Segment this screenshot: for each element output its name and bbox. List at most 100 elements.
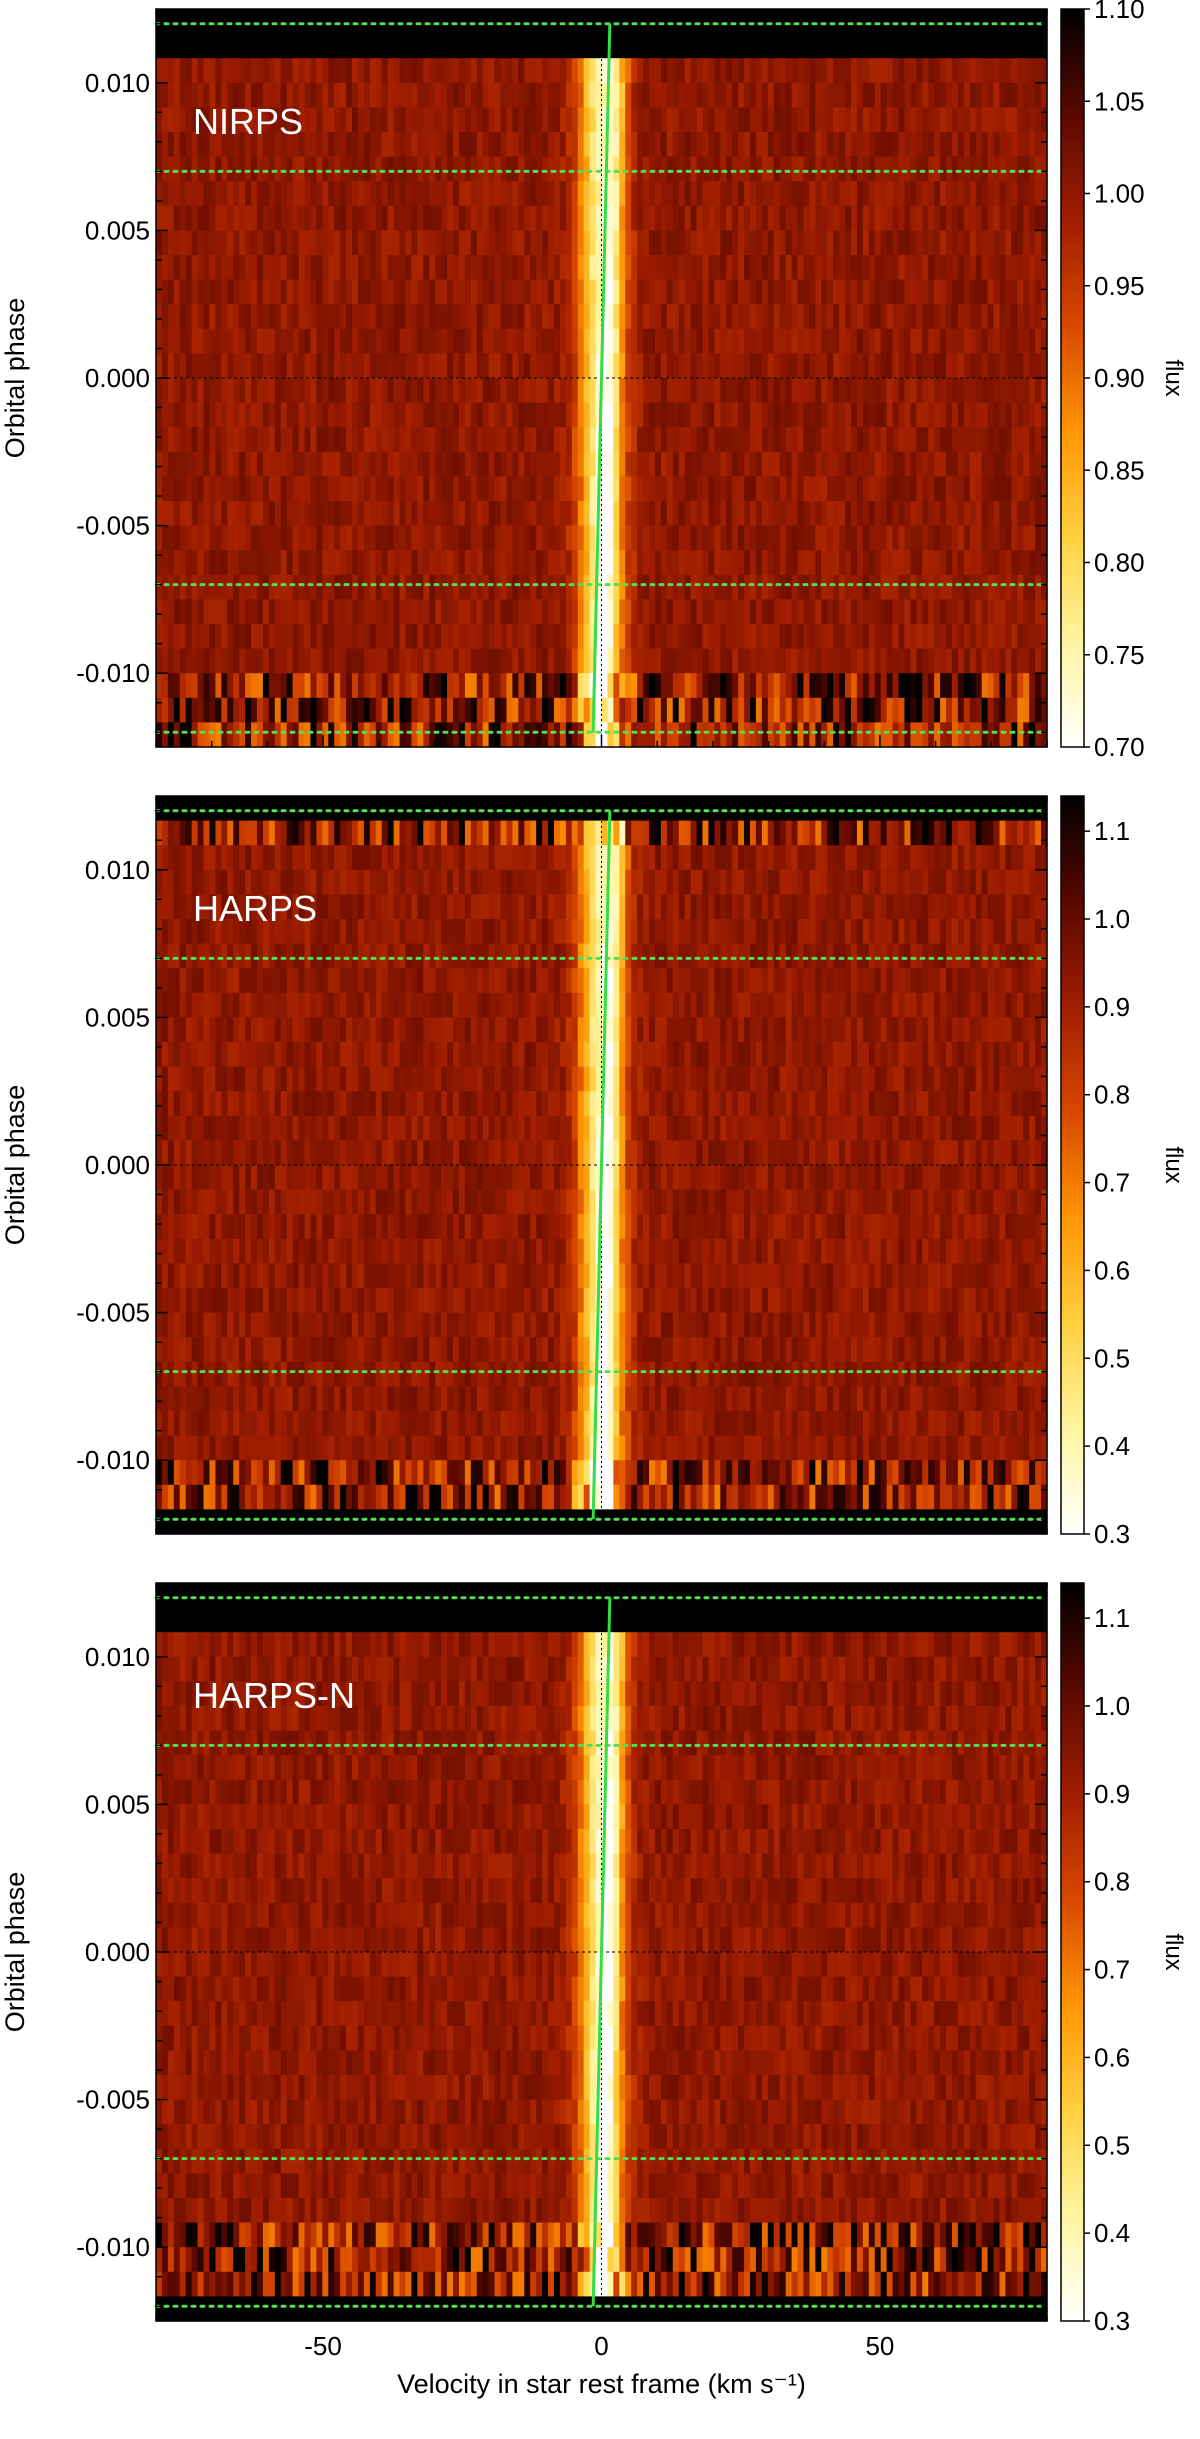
heatmap-cell	[619, 279, 626, 305]
heatmap-cell	[494, 525, 502, 551]
heatmap-cell	[821, 673, 828, 699]
heatmap-cell	[744, 33, 751, 59]
heatmap-cell	[268, 353, 276, 379]
heatmap-cell	[553, 427, 561, 453]
heatmap-cell	[405, 230, 413, 256]
heatmap-cell	[464, 58, 472, 84]
heatmap-cell	[423, 304, 430, 330]
heatmap-cell	[583, 82, 591, 108]
heatmap-cell	[720, 279, 727, 305]
heatmap-cell	[845, 328, 852, 354]
heatmap-cell	[411, 722, 418, 748]
colorbar-segment	[1061, 359, 1084, 367]
colorbar-segment	[1061, 697, 1084, 705]
heatmap-cell	[999, 796, 1007, 822]
heatmap-cell	[666, 550, 674, 576]
heatmap-cell	[512, 255, 519, 281]
heatmap-cell	[1011, 230, 1018, 256]
heatmap-cell	[637, 378, 644, 404]
heatmap-cell	[589, 255, 597, 281]
heatmap-cell	[951, 205, 959, 231]
heatmap-cell	[981, 550, 989, 576]
heatmap-cell	[423, 820, 430, 846]
heatmap-cell	[209, 574, 216, 600]
heatmap-cell	[256, 82, 264, 108]
heatmap-cell	[886, 624, 894, 650]
heatmap-cell	[660, 796, 668, 822]
heatmap-cell	[363, 33, 371, 59]
heatmap-cell	[500, 132, 508, 158]
heatmap-cell	[761, 58, 769, 84]
heatmap-cell	[500, 525, 508, 551]
heatmap-cell	[969, 82, 977, 108]
heatmap-cell	[999, 501, 1007, 527]
heatmap-cell	[975, 9, 983, 35]
heatmap-cell	[975, 378, 983, 404]
heatmap-cell	[928, 501, 935, 527]
heatmap-cell	[755, 33, 763, 59]
heatmap-cell	[280, 722, 288, 748]
heatmap-cell	[589, 525, 597, 551]
heatmap-cell	[744, 673, 751, 699]
heatmap-cell	[262, 673, 270, 699]
heatmap-cell	[251, 328, 258, 354]
heatmap-cell	[482, 230, 490, 256]
heatmap-cell	[779, 796, 787, 822]
heatmap-cell	[862, 304, 870, 330]
heatmap-cell	[934, 427, 941, 453]
heatmap-cell	[161, 58, 169, 84]
heatmap-cell	[363, 525, 371, 551]
heatmap-cell	[726, 304, 733, 330]
heatmap-cell	[239, 673, 246, 699]
heatmap-cell	[999, 722, 1007, 748]
heatmap-cell	[298, 181, 306, 207]
heatmap-cell	[215, 328, 222, 354]
heatmap-cell	[856, 107, 864, 133]
heatmap-cell	[946, 402, 953, 428]
heatmap-cell	[1017, 156, 1024, 182]
heatmap-cell	[233, 156, 240, 182]
heatmap-cell	[156, 205, 163, 231]
heatmap-cell	[268, 107, 276, 133]
heatmap-cell	[791, 205, 799, 231]
heatmap-cell	[845, 673, 852, 699]
heatmap-cell	[940, 33, 947, 59]
heatmap-cell	[946, 427, 953, 453]
heatmap-cell	[429, 476, 436, 502]
heatmap-cell	[583, 9, 591, 35]
heatmap-cell	[197, 722, 205, 748]
colorbar-segment	[1061, 457, 1084, 465]
heatmap-cell	[156, 353, 163, 379]
heatmap-cell	[874, 205, 882, 231]
heatmap-cell	[886, 525, 894, 551]
heatmap-cell	[1023, 181, 1030, 207]
heatmap-cell	[251, 648, 258, 674]
heatmap-cell	[1011, 156, 1018, 182]
heatmap-cell	[625, 697, 632, 723]
heatmap-cell	[280, 599, 288, 625]
heatmap-cell	[940, 624, 947, 650]
heatmap-cell	[363, 624, 371, 650]
heatmap-cell	[1005, 402, 1012, 428]
heatmap-cell	[352, 673, 359, 699]
heatmap-cell	[732, 353, 739, 379]
heatmap-cell	[684, 328, 692, 354]
heatmap-cell	[951, 476, 959, 502]
heatmap-cell	[577, 181, 585, 207]
heatmap-cell	[393, 402, 401, 428]
heatmap-cell	[1023, 230, 1030, 256]
heatmap-cell	[999, 574, 1007, 600]
heatmap-cell	[423, 58, 430, 84]
heatmap-cell	[904, 328, 911, 354]
heatmap-cell	[274, 328, 282, 354]
heatmap-cell	[779, 58, 787, 84]
heatmap-cell	[672, 230, 680, 256]
heatmap-cell	[280, 33, 288, 59]
heatmap-cell	[607, 451, 614, 477]
heatmap-cell	[262, 550, 270, 576]
heatmap-cell	[773, 820, 781, 846]
heatmap-cell	[167, 82, 175, 108]
heatmap-cell	[839, 9, 846, 35]
heatmap-cell	[482, 451, 490, 477]
heatmap-cell	[441, 673, 448, 699]
